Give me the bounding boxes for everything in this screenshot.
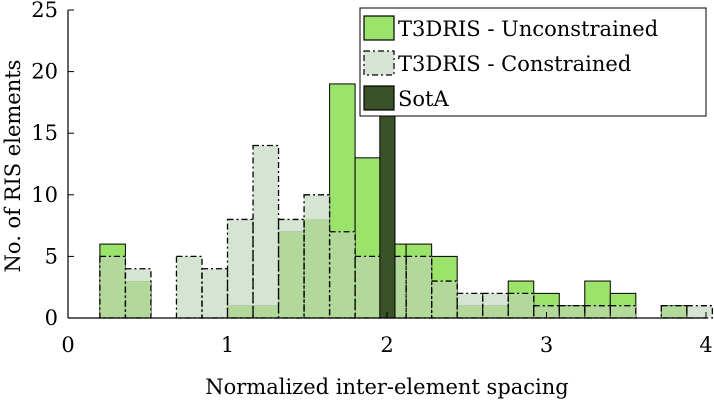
x-tick-label: 3 [540, 333, 553, 357]
y-tick-label: 5 [45, 244, 58, 268]
y-tick-label: 10 [31, 183, 58, 207]
legend-swatch-2 [363, 85, 395, 111]
bar-constrained-18 [558, 305, 586, 319]
bar-overlap-16 [508, 293, 534, 318]
bar-constrained-fill-23 [686, 305, 713, 318]
y-tick-label: 15 [31, 121, 58, 145]
legend-label-0: T3DRIS - Unconstrained [398, 17, 658, 41]
bar-constrained-19 [584, 305, 611, 319]
bar-constrained-17 [533, 305, 560, 319]
bar-constrained-fill-8 [304, 194, 330, 220]
legend-swatch-1 [363, 50, 395, 76]
bar-constrained-fill-1 [125, 268, 151, 282]
bar-overlap-9 [329, 231, 356, 318]
bar-overlap-14 [457, 305, 483, 318]
bar-constrained-fill-15 [482, 293, 509, 306]
bar-overlap-1 [125, 281, 151, 318]
x-axis-label: Normalized inter-element spacing [205, 375, 569, 399]
y-tick-label: 0 [45, 306, 58, 330]
bar-constrained-fill-7 [278, 219, 305, 232]
legend-swatch-0 [363, 15, 395, 41]
bar-overlap-18 [559, 305, 585, 318]
bar-constrained-fill-4 [201, 268, 228, 318]
x-tick-label: 4 [699, 333, 712, 357]
bar-overlap-15 [482, 305, 509, 318]
bar-overlap-19 [584, 305, 611, 318]
bar-constrained-fill-14 [457, 293, 483, 306]
x-axis-ticks: 0 1 2 3 4 [61, 312, 713, 357]
bar-constrained-20 [609, 305, 637, 319]
bar-overlap-20 [610, 305, 636, 318]
series-overlap-bars [99, 145, 713, 318]
bar-constrained-fill-3 [176, 256, 202, 318]
bar-overlap-7 [278, 231, 305, 318]
bar-overlap-17 [533, 305, 560, 318]
x-tick-label: 2 [380, 333, 393, 357]
y-axis-ticks: 0 5 10 15 20 25 [31, 0, 74, 330]
legend: T3DRIS - Unconstrained T3DRIS - Constrain… [359, 7, 707, 117]
y-tick-label: 25 [31, 0, 58, 22]
y-axis-label: No. of RIS elements [1, 60, 25, 273]
bar-constrained-22 [660, 305, 688, 319]
x-tick-label: 1 [221, 333, 234, 357]
bar-constrained-fill-6 [253, 145, 279, 306]
bar-overlap-13 [431, 281, 458, 318]
bar-overlap-5 [227, 305, 254, 318]
bar-overlap-10 [355, 256, 381, 318]
legend-label-2: SotA [398, 87, 449, 111]
y-tick-label: 20 [31, 60, 58, 84]
legend-label-1: T3DRIS - Constrained [398, 52, 631, 76]
bar-overlap-0 [99, 256, 126, 318]
bar-overlap-6 [253, 305, 279, 318]
x-tick-label: 0 [61, 333, 74, 357]
bar-constrained-23 [686, 305, 714, 319]
bar-constrained-fill-5 [227, 219, 254, 306]
bar-overlap-22 [661, 305, 687, 318]
bar-overlap-12 [406, 256, 432, 318]
bar-overlap-8 [304, 219, 330, 318]
legend-box [359, 7, 707, 117]
